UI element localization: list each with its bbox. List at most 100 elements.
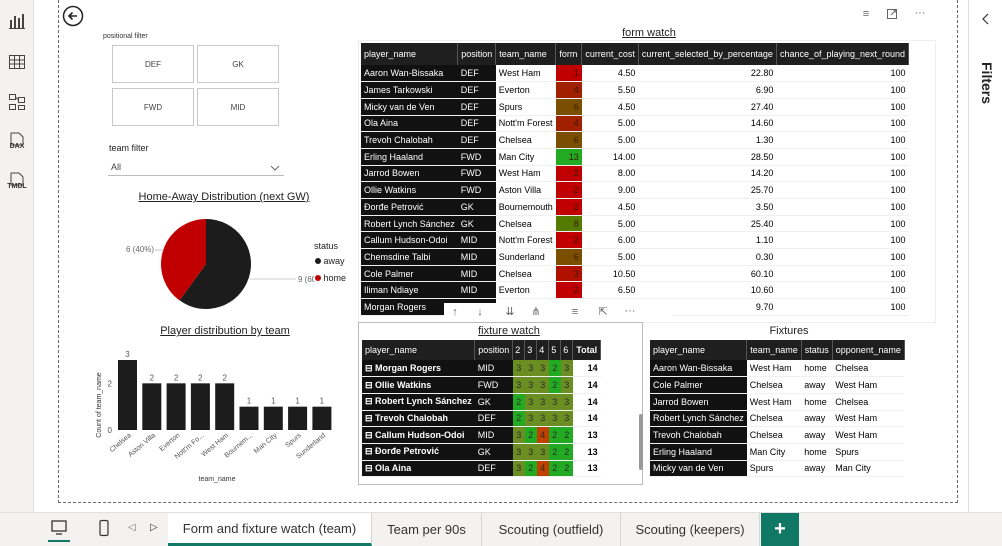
player-name-cell[interactable]: ⊟ Trevoh Chalobah [362,410,475,428]
expand-row-icon[interactable]: ⊟ [365,446,376,457]
team-filter-dropdown[interactable]: All [108,158,284,176]
column-header-total[interactable]: Total [572,340,602,360]
fixture-scrollbar[interactable] [639,414,643,470]
table-row[interactable]: Ola Aina DEF Nott'm Forest 4 5.00 14.60 100 [361,115,909,133]
column-header-chance-of-playing-next-round[interactable]: chance_of_playing_next_round [776,43,910,65]
pie-slice-away[interactable] [179,219,252,309]
bar[interactable] [239,406,259,430]
table-row[interactable]: Trevoh Chalobah DEF Chelsea 6 5.00 1.30 100 [361,131,909,149]
tab-scouting-keepers[interactable]: Scouting (keepers) [621,513,760,546]
column-header-opponent-name[interactable]: opponent_name [832,340,905,360]
column-header-position[interactable]: position [474,340,514,360]
bar-chart-icon[interactable] [8,12,26,30]
mobile-view-icon[interactable] [95,519,113,537]
table-row[interactable]: Micky van de Ven DEF Spurs 6 4.50 27.40 100 [361,98,909,116]
table-row[interactable]: Aaron Wan-Bissaka DEF West Ham 1 4.50 22.80 10… [361,65,909,83]
more-options-icon[interactable]: ··· [914,7,926,19]
column-header-4[interactable]: 4 [536,340,550,360]
expand-row-icon[interactable]: ⊟ [365,362,376,373]
drill-down-icon[interactable]: ⇊ [505,306,515,318]
dax-icon[interactable] [8,132,26,150]
arrow-down-icon[interactable]: ↓ [477,306,483,318]
table-row[interactable]: Erling Haaland Man City home Spurs [650,443,905,461]
column-header-current-selected-by-percentage[interactable]: current_selected_by_percentage [638,43,777,65]
tab-scroll-right-icon[interactable]: ▷ [150,522,158,533]
pie-slice-home[interactable] [161,219,206,301]
table-row[interactable]: Trevoh Chalobah Chelsea away West Ham [650,426,905,444]
column-header-team-name[interactable]: team_name [746,340,802,360]
add-page-button[interactable]: + [761,513,799,546]
more-options-icon[interactable]: ··· [624,305,636,317]
arrow-up-icon[interactable]: ↑ [452,306,458,318]
column-header-status[interactable]: status [801,340,833,360]
table-row[interactable]: ⊟ Trevoh Chalobah DEF 2 3 3 3 3 14 [362,410,601,428]
player-name-cell[interactable]: ⊟ Robert Lynch Sánchez [362,393,475,411]
column-header-3[interactable]: 3 [524,340,538,360]
column-header-player-name[interactable]: player_name [650,340,748,360]
column-header-player-name[interactable]: player_name [362,340,476,360]
player-name-cell[interactable]: ⊟ Ola Aina [362,460,475,478]
table-row[interactable]: Ollie Watkins FWD Aston Villa 2 9.00 25.70 100 [361,181,909,199]
table-row[interactable]: Chemsdine Talbi MID Sunderland 6 5.00 0.30 100 [361,248,909,266]
table-row[interactable]: ⊟ Ollie Watkins FWD 3 3 3 2 3 14 [362,376,601,394]
expand-row-icon[interactable]: ⊟ [365,379,376,390]
tab-scouting-outfield[interactable]: Scouting (outfield) [482,513,621,546]
column-header-2[interactable]: 2 [512,340,526,360]
table-row[interactable]: Jarrod Bowen FWD West Ham 2 8.00 14.20 100 [361,165,909,183]
slicer-option-mid[interactable]: MID [197,88,279,126]
bar[interactable] [312,406,332,430]
slicer-option-def[interactable]: DEF [112,45,194,83]
slicer-option-gk[interactable]: GK [197,45,279,83]
table-row[interactable]: ⊟ Robert Lynch Sánchez GK 2 3 3 3 3 14 [362,393,601,411]
player-name-cell[interactable]: ⊟ Ollie Watkins [362,376,475,394]
column-header-6[interactable]: 6 [560,340,574,360]
tmdl-icon[interactable] [8,172,26,190]
table-row[interactable]: Micky van de Ven Spurs away Man City [650,460,905,478]
expand-row-icon[interactable]: ⊟ [365,429,376,440]
focus-mode-icon[interactable]: ⇱ [598,306,608,318]
filter-icon[interactable]: ≡ [571,306,579,318]
table-row[interactable]: Robert Lynch Sánchez GK Chelsea 8 5.00 25.40 1… [361,215,909,233]
table-icon[interactable] [8,53,26,71]
table-row[interactable]: Robert Lynch Sánchez Chelsea away West Ham [650,410,905,428]
expand-hierarchy-icon[interactable]: ⋔ [531,306,541,318]
model-icon[interactable] [8,93,26,111]
back-arrow-icon[interactable] [62,5,84,27]
column-header-current-cost[interactable]: current_cost [581,43,639,65]
table-row[interactable]: Cole Palmer MID Chelsea 3 10.50 60.10 100 [361,265,909,283]
column-header-form[interactable]: form [555,43,583,65]
filter-icon[interactable]: ≡ [862,8,870,20]
table-row[interactable]: Jarrod Bowen West Ham home Chelsea [650,393,905,411]
table-row[interactable]: ⊟ Morgan Rogers MID 3 3 3 2 3 14 [362,360,601,378]
expand-row-icon[interactable]: ⊟ [365,396,376,407]
tab-scroll-left-icon[interactable]: ◁ [128,522,136,533]
table-row[interactable]: Đorđe Petrović GK Bournemouth 2 4.50 3.50 100 [361,198,909,216]
table-row[interactable]: Erling Haaland FWD Man City 13 14.00 28.50 100 [361,148,909,166]
player-name-cell[interactable]: ⊟ Đorđe Petrović [362,443,475,461]
expand-row-icon[interactable]: ⊟ [365,462,376,473]
fixture-watch-visual[interactable] [358,322,643,485]
table-row[interactable]: ⊟ Callum Hudson-Odoi MID 3 2 4 2 2 13 [362,426,601,444]
filters-pane[interactable]: Filters [968,0,1002,512]
column-header-player-name[interactable]: player_name [361,43,459,65]
bar[interactable] [263,406,283,430]
table-row[interactable]: ⊟ Đorđe Petrović GK 3 3 3 2 2 13 [362,443,601,461]
focus-mode-icon[interactable] [886,8,898,20]
column-header-position[interactable]: position [457,43,497,65]
table-row[interactable]: James Tarkowski DEF Everton 4 5.50 6.90 100 [361,81,909,99]
table-row[interactable]: ⊟ Ola Aina DEF 3 2 4 2 2 13 [362,460,601,478]
bar[interactable] [190,383,210,430]
bar[interactable] [166,383,186,430]
table-row[interactable]: Callum Hudson-Odoi MID Nott'm Forest 2 6.00 1… [361,231,909,250]
column-header-team-name[interactable]: team_name [495,43,557,65]
chevron-left-icon[interactable] [980,12,992,25]
bar[interactable] [142,383,162,430]
table-row[interactable]: Cole Palmer Chelsea away West Ham [650,376,905,394]
tab-team-per-90s[interactable]: Team per 90s [372,513,482,546]
slicer-option-fwd[interactable]: FWD [112,88,194,126]
player-name-cell[interactable]: ⊟ Morgan Rogers [362,360,475,378]
column-header-5[interactable]: 5 [548,340,562,360]
expand-row-icon[interactable]: ⊟ [365,412,376,423]
table-row[interactable]: Iliman Ndiaye MID Everton 2 6.50 10.60 100 [361,281,909,300]
table-row[interactable]: Aaron Wan-Bissaka West Ham home Chelsea [650,360,905,378]
